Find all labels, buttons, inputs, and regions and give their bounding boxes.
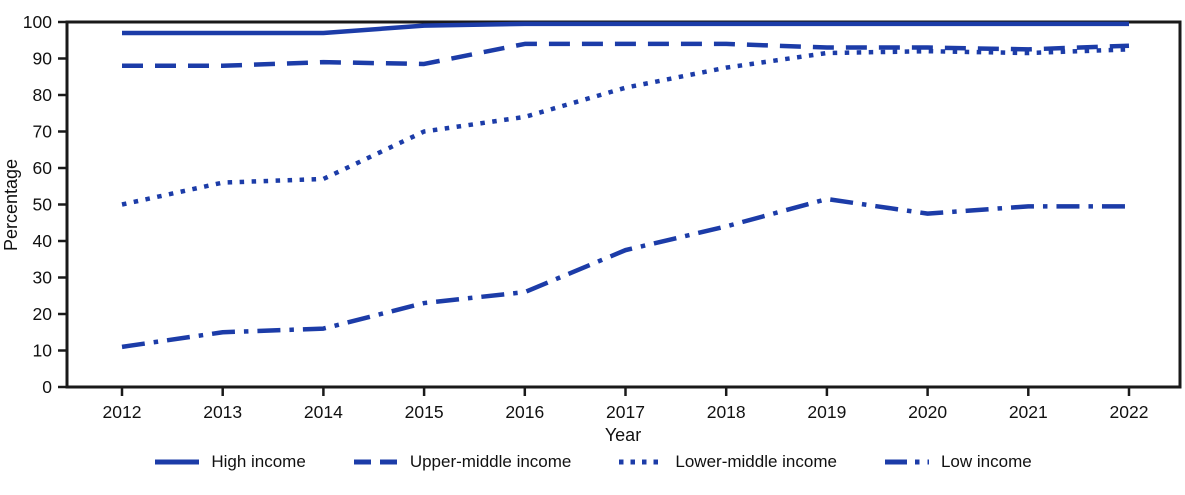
x-tick-label: 2022 — [1110, 402, 1149, 422]
legend-label: Upper-middle income — [409, 452, 572, 471]
y-tick-label: 100 — [23, 12, 52, 32]
legend: High income Upper-middle income Lower-mi… — [0, 452, 1185, 472]
y-tick-label: 20 — [33, 304, 53, 324]
x-axis-title: Year — [605, 425, 641, 445]
y-tick-label: 60 — [33, 158, 53, 178]
series-line-lower-middle-income — [121, 47, 1130, 207]
dash-dot-line-icon — [884, 459, 929, 465]
legend-item-high-income: High income — [153, 452, 306, 472]
legend-label: High income — [211, 452, 306, 471]
solid-line-icon — [155, 459, 200, 465]
legend-label: Low income — [940, 452, 1032, 471]
x-tick-label: 2013 — [203, 402, 242, 422]
y-tick-label: 40 — [33, 231, 53, 251]
dashed-line-icon — [353, 459, 398, 465]
y-axis-title: Percentage — [1, 159, 21, 251]
y-tick-label: 90 — [33, 49, 53, 69]
x-tick-label: 2015 — [405, 402, 444, 422]
y-tick-label: 70 — [33, 122, 53, 142]
x-tick-label: 2020 — [908, 402, 947, 422]
y-tick-label: 50 — [33, 195, 53, 215]
x-tick-label: 2017 — [606, 402, 645, 422]
y-tick-label: 80 — [33, 85, 53, 105]
legend-item-upper-middle-income: Upper-middle income — [352, 452, 572, 472]
chart-canvas: Percentage Year 0 10 20 30 40 50 60 70 80 90 100 20… — [1, 12, 1182, 445]
y-tick-label: 10 — [33, 341, 53, 361]
legend-label: Lower-middle income — [675, 452, 837, 471]
series-line-low-income — [121, 196, 1129, 350]
y-tick-label: 30 — [33, 268, 53, 288]
x-tick-label: 2014 — [304, 402, 343, 422]
legend-item-lower-middle-income: Lower-middle income — [617, 452, 837, 472]
x-tick-label: 2016 — [505, 402, 544, 422]
x-tick-label: 2012 — [103, 402, 142, 422]
x-tick-label: 2019 — [807, 402, 846, 422]
x-tick-label: 2018 — [707, 402, 746, 422]
series-line-high-income — [122, 21, 1129, 36]
x-tick-label: 2021 — [1009, 402, 1048, 422]
legend-item-low-income: Low income — [883, 452, 1032, 472]
dotted-line-icon — [619, 459, 664, 465]
series-line-upper-middle-income — [122, 41, 1130, 69]
y-tick-label: 0 — [42, 377, 52, 397]
